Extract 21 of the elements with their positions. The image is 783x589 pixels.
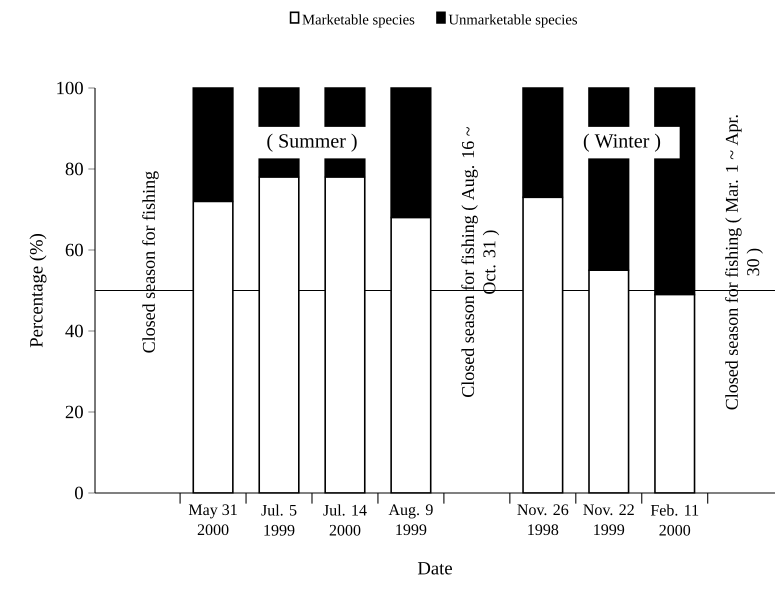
annotation: ( Summer ) <box>267 134 357 152</box>
y-axis-title: Percentage (%) <box>29 234 46 348</box>
y-tick-label: 60 <box>66 244 83 256</box>
x-tick-label: Nov. 22 1999 <box>583 504 634 536</box>
x-axis-title: Date <box>418 562 452 575</box>
x-tick-label: Nov. 26 1998 <box>517 504 568 536</box>
y-tick-label: 40 <box>65 324 83 338</box>
y-tick-label: 20 <box>66 406 83 418</box>
legend-label: Marketable species <box>302 14 414 28</box>
x-tick-label: May 31 2000 <box>188 504 237 536</box>
x-tick-label: Aug. 9 1999 <box>388 504 433 536</box>
x-tick-label: Feb. 11 2000 <box>650 504 698 536</box>
x-tick-label: Jul. 5 1999 <box>261 504 296 536</box>
annotation: Closed season for fishing ( Aug. 16 ~ Oct. 31 ) <box>461 127 500 398</box>
annotation: Closed season for fishing <box>142 171 159 353</box>
y-tick-label: 80 <box>66 162 83 176</box>
x-tick-label: Jul. 14 2000 <box>323 504 367 536</box>
legend-label: Unmarketable species <box>448 14 578 28</box>
annotation: ( Winter ) <box>584 134 660 152</box>
y-tick-label: 0 <box>75 486 83 500</box>
y-tick-label: 100 <box>57 82 83 94</box>
